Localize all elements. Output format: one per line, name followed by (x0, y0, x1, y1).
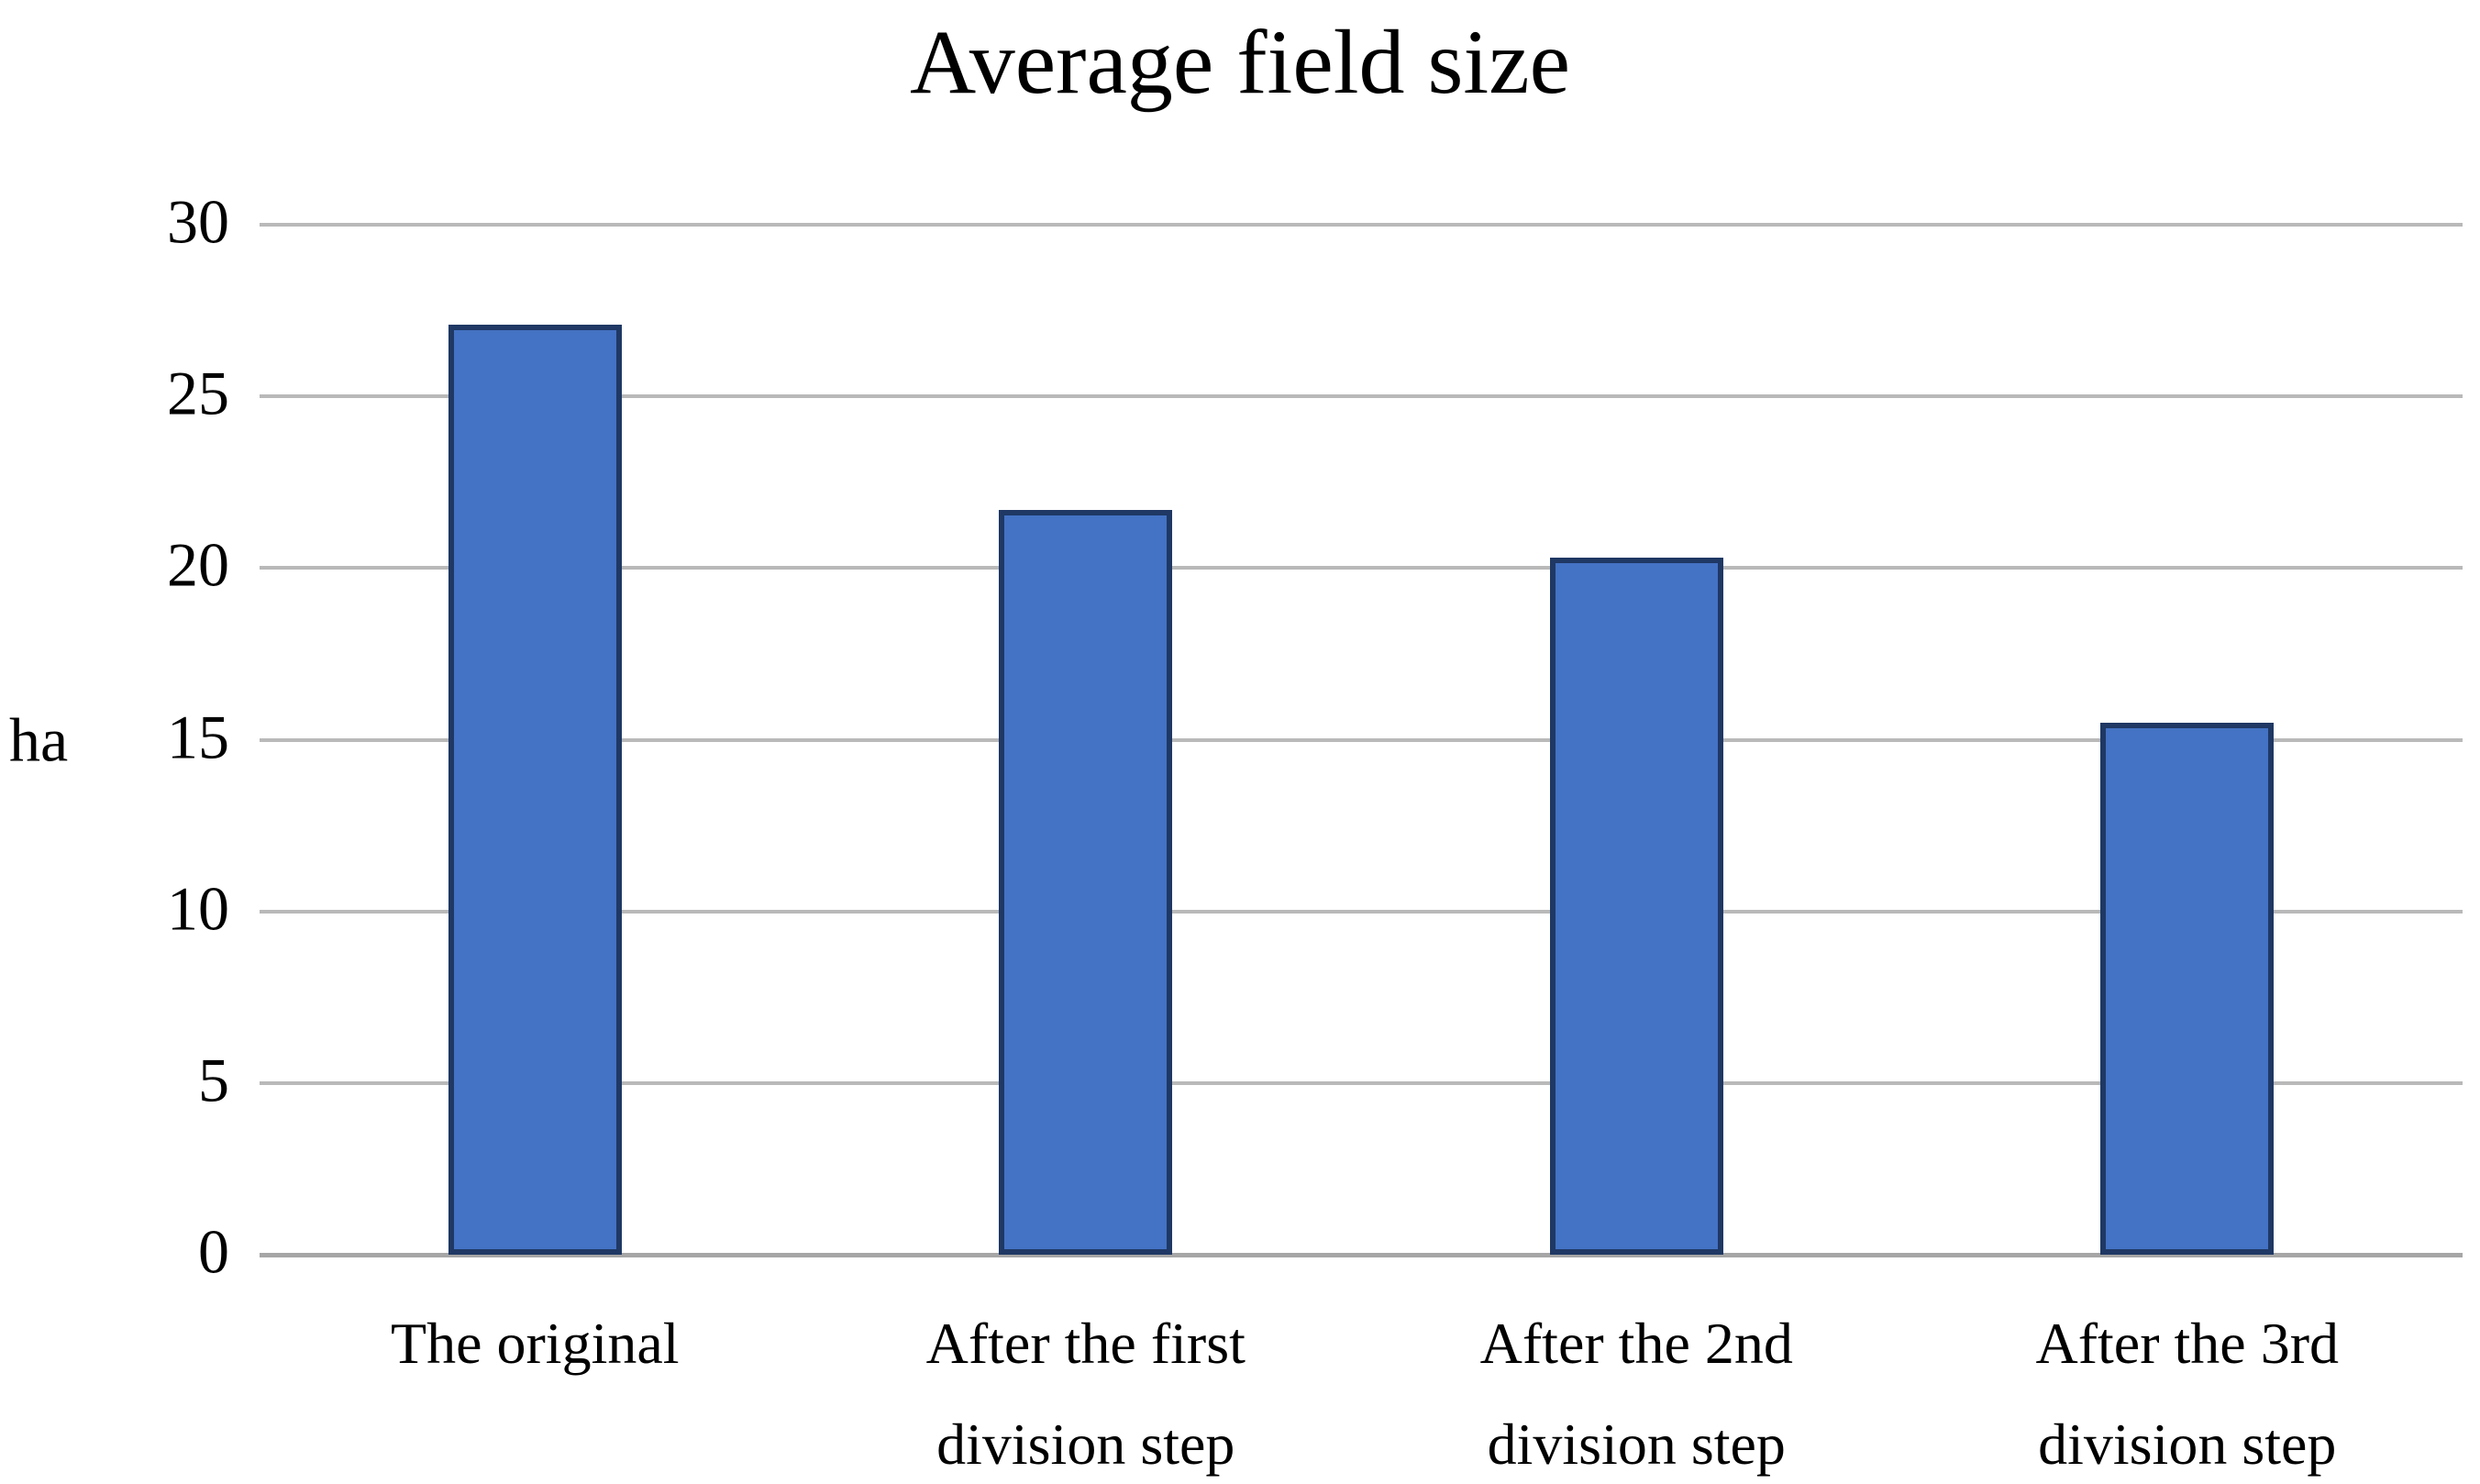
gridline (260, 909, 2463, 914)
chart-title: Average field size (910, 11, 1570, 113)
y-tick-label: 20 (167, 529, 229, 600)
gridline (260, 1080, 2463, 1085)
x-category-label: After the 3rd division step (2035, 1311, 2340, 1478)
bar (448, 324, 622, 1255)
gridline (260, 566, 2463, 570)
bar (2100, 722, 2275, 1255)
gridline (260, 737, 2463, 742)
x-category-label: After the first division step (925, 1311, 1246, 1478)
y-tick-label: 10 (167, 872, 229, 943)
x-axis-line (260, 1253, 2463, 1257)
y-tick-label: 5 (198, 1045, 229, 1115)
gridline (260, 394, 2463, 399)
gridline (260, 223, 2463, 227)
bar (1549, 558, 1723, 1255)
x-category-label: The original (390, 1311, 680, 1376)
y-axis-unit-label: ha (9, 704, 69, 774)
y-tick-label: 15 (167, 701, 229, 771)
y-tick-label: 0 (198, 1216, 229, 1287)
bar (999, 509, 1173, 1255)
y-tick-label: 30 (167, 186, 229, 257)
y-tick-label: 25 (167, 358, 229, 428)
x-axis-category-labels: The original After the first division ste… (260, 1293, 2463, 1484)
x-category-label: After the 2nd division step (1479, 1311, 1793, 1478)
